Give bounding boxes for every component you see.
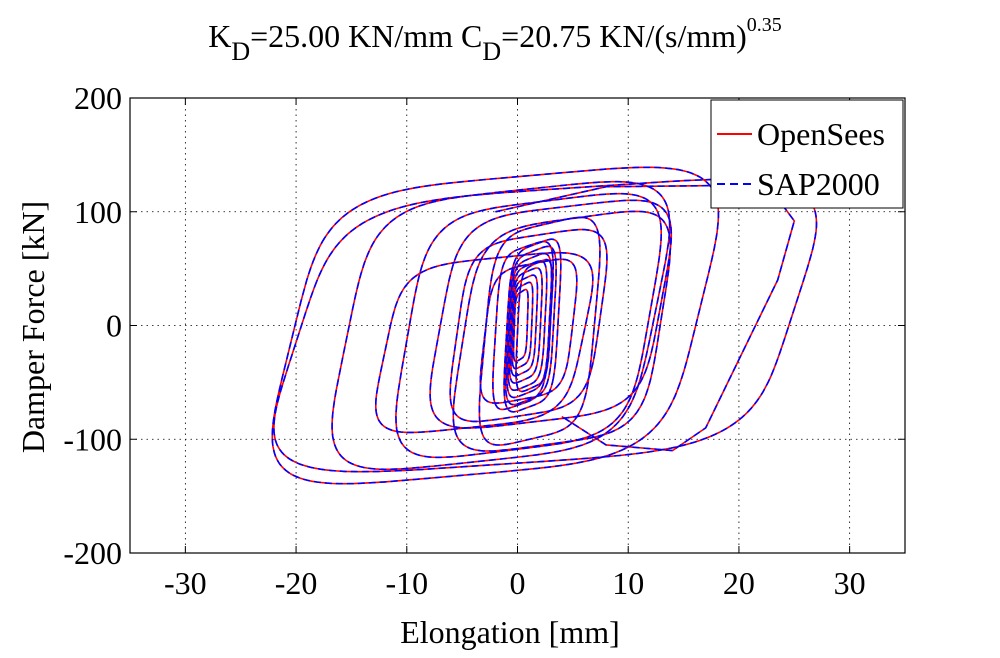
- series-line: [271, 166, 720, 485]
- series-line: [504, 245, 557, 406]
- series-line: [506, 252, 553, 399]
- hysteresis-curves: [271, 166, 818, 485]
- series-line: [375, 251, 594, 434]
- axis-ticks: [130, 97, 905, 554]
- x-tick-label: 30: [834, 565, 866, 601]
- series-line: [512, 288, 529, 363]
- series-line: [273, 178, 818, 473]
- x-tick-label: -20: [275, 565, 318, 601]
- series-line: [449, 228, 608, 423]
- series-line: [395, 192, 662, 459]
- series-line: [510, 274, 539, 377]
- series-line: [479, 258, 578, 404]
- legend: OpenSees SAP2000: [710, 99, 904, 209]
- series-line: [452, 210, 672, 452]
- series-line: [331, 180, 671, 471]
- x-tick-label: -30: [164, 565, 207, 601]
- title-k-subscript: D: [231, 37, 250, 66]
- title-k-value: =25.00 KN/mm: [250, 18, 461, 54]
- title-c-subscript: D: [482, 37, 501, 66]
- y-tick-label: -200: [63, 535, 122, 571]
- x-tick-label: -10: [385, 565, 428, 601]
- y-tick-label: 100: [74, 194, 122, 230]
- x-axis-label: Elongation [mm]: [400, 614, 620, 650]
- x-tick-label: 0: [510, 565, 526, 601]
- y-tick-label: 200: [74, 80, 122, 116]
- series-sap2000: [271, 166, 818, 485]
- title-exponent: 0.35: [747, 14, 782, 36]
- series-line: [429, 199, 673, 429]
- series-line: [515, 258, 553, 393]
- legend-box: [710, 99, 904, 209]
- series-line: [503, 238, 562, 413]
- series-line: [492, 240, 554, 411]
- series-line: [478, 216, 601, 446]
- legend-label-opensees: OpenSees: [757, 116, 885, 152]
- series-line: [495, 184, 796, 452]
- chart-title: KD=25.00 KN/mm CD=20.75 KN/(s/mm)0.35: [208, 14, 782, 66]
- title-k-symbol: K: [208, 18, 231, 54]
- series-line: [507, 260, 548, 391]
- y-axis-label: Damper Force [kN]: [15, 201, 51, 453]
- y-tick-label: -100: [63, 421, 122, 457]
- x-tick-label: 20: [723, 565, 755, 601]
- title-c-symbol: C: [461, 18, 482, 54]
- x-tick-label: 10: [612, 565, 644, 601]
- title-c-value: =20.75 KN/(s/mm): [501, 18, 747, 54]
- series-line: [511, 281, 534, 370]
- legend-label-sap2000: SAP2000: [757, 166, 880, 202]
- y-tick-label: 0: [106, 308, 122, 344]
- series-line: [508, 267, 543, 384]
